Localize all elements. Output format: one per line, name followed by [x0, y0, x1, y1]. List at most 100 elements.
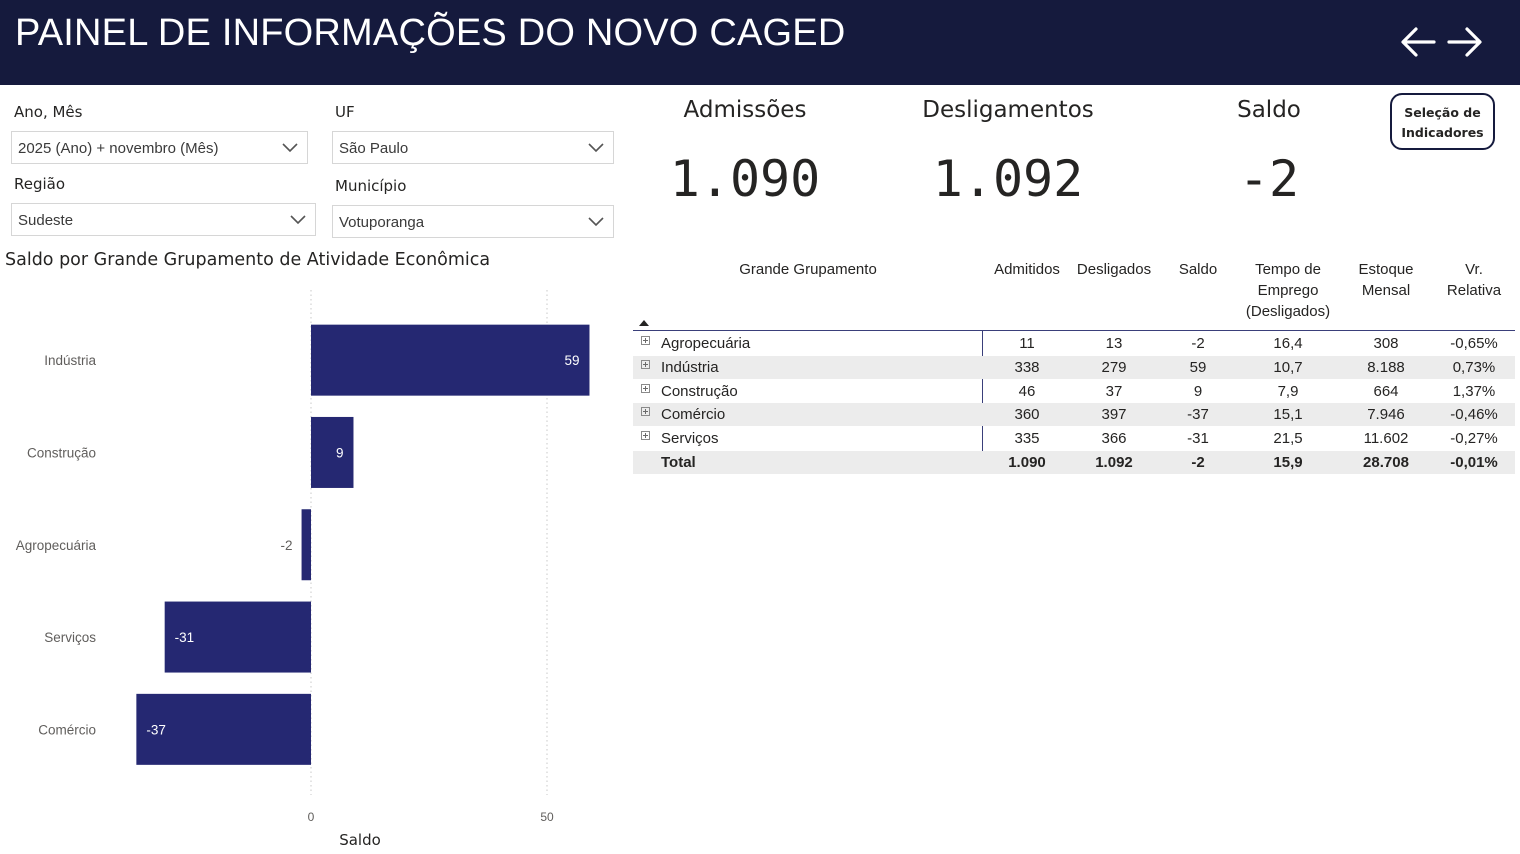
cell-grupamento: Indústria [661, 358, 719, 376]
bar [164, 601, 311, 673]
cell-desligados: 279 [1101, 358, 1127, 376]
header-estoque-line2: Mensal [1361, 282, 1411, 299]
uf-dropdown[interactable]: São Paulo [332, 131, 614, 164]
column-divider [982, 331, 983, 473]
x-tick-label: 0 [308, 810, 315, 824]
table-row[interactable]: Indústria 338 279 59 10,7 8.188 0,73% [633, 355, 1515, 379]
municipio-label: Município [335, 177, 407, 195]
y-category-label: Serviços [44, 630, 96, 645]
y-category-label: Construção [27, 445, 96, 460]
cell-tempo: 16,4 [1273, 335, 1303, 352]
sort-ascending-icon[interactable] [639, 320, 649, 326]
cell-estoque: 664 [1373, 382, 1399, 400]
cell-vr: -0,01% [1450, 454, 1498, 471]
table-row[interactable]: Serviços 335 366 -31 21,5 11.602 -0,27% [633, 427, 1515, 450]
bar [311, 324, 590, 396]
arrow-right-icon[interactable] [1443, 20, 1487, 64]
kpi-admissoes-label: Admissões [683, 97, 807, 123]
chevron-down-icon [588, 143, 604, 153]
selecao-indicadores-button[interactable]: Seleção de Indicadores [1390, 93, 1495, 150]
municipio-dropdown[interactable]: Votuporanga [332, 205, 614, 238]
municipio-value: Votuporanga [339, 214, 425, 231]
data-label: 9 [336, 445, 344, 460]
cell-saldo: -37 [1187, 406, 1209, 424]
cell-tempo: 7,9 [1277, 382, 1299, 400]
header-divider [633, 330, 1515, 331]
header-vr-line2: Relativa [1446, 282, 1502, 299]
header-admitidos[interactable]: Admitidos [994, 261, 1060, 278]
data-label: -2 [281, 538, 293, 553]
data-label: -31 [175, 630, 195, 645]
cell-saldo: 9 [1193, 382, 1203, 400]
expand-icon[interactable] [641, 431, 650, 441]
regiao-value: Sudeste [18, 212, 74, 229]
header-tempo-line3: (Desligados) [1245, 303, 1331, 320]
header-saldo[interactable]: Saldo [1178, 261, 1218, 278]
header-estoque[interactable]: Estoque Mensal [1345, 259, 1427, 301]
cell-grupamento: Agropecuária [661, 335, 751, 352]
kpi-desligamentos-label: Desligamentos [922, 97, 1094, 123]
cell-admitidos: 46 [1018, 382, 1036, 400]
header-estoque-line1: Estoque [1358, 261, 1414, 278]
cell-saldo: -2 [1191, 454, 1205, 471]
kpi-saldo-value: -2 [1238, 150, 1300, 208]
cell-estoque: 28.708 [1363, 454, 1409, 471]
expand-icon[interactable] [641, 359, 650, 369]
arrow-left-icon[interactable] [1396, 20, 1440, 64]
expand-icon[interactable] [641, 407, 650, 417]
cell-grupamento: Total [661, 454, 696, 471]
cell-saldo: -31 [1187, 430, 1209, 448]
table-row[interactable]: Comércio 360 397 -37 15,1 7.946 -0,46% [633, 403, 1515, 427]
y-category-label: Comércio [38, 722, 96, 737]
cell-desligados: 397 [1101, 406, 1127, 424]
cell-tempo: 10,7 [1273, 358, 1303, 376]
table-row[interactable]: Agropecuária 11 13 -2 16,4 308 -0,65% [633, 332, 1515, 355]
selecao-line1: Seleção de [1404, 105, 1481, 120]
header-grupamento[interactable]: Grande Grupamento [739, 261, 877, 278]
bar [311, 416, 354, 488]
cell-admitidos: 11 [1019, 335, 1035, 352]
y-category-label: Agropecuária [16, 538, 97, 553]
chevron-down-icon [282, 143, 298, 153]
cell-vr: -0,46% [1450, 406, 1498, 424]
header-vr-relativa[interactable]: Vr. Relativa [1437, 259, 1511, 301]
cell-saldo: -2 [1191, 335, 1205, 352]
x-axis-title: Saldo [339, 831, 381, 849]
expand-icon[interactable] [641, 383, 650, 393]
expand-icon[interactable] [641, 336, 650, 345]
regiao-label: Região [14, 175, 66, 193]
kpi-desligamentos-value: 1.092 [932, 150, 1084, 208]
cell-grupamento: Serviços [661, 430, 719, 448]
header-bar: PAINEL DE INFORMAÇÕES DO NOVO CAGED [0, 0, 1520, 85]
ano-mes-dropdown[interactable]: 2025 (Ano) + novembro (Mês) [11, 131, 308, 164]
regiao-dropdown[interactable]: Sudeste [11, 203, 316, 236]
cell-estoque: 8.188 [1367, 358, 1405, 376]
ano-mes-label: Ano, Mês [14, 103, 83, 121]
table-row[interactable]: Construção 46 37 9 7,9 664 1,37% [633, 380, 1515, 403]
cell-vr: 0,73% [1452, 358, 1496, 376]
header-tempo-emprego[interactable]: Tempo de Emprego (Desligados) [1233, 259, 1343, 322]
cell-grupamento: Comércio [661, 406, 726, 424]
uf-label: UF [335, 103, 355, 121]
cell-admitidos: 360 [1014, 406, 1040, 424]
cell-saldo: 59 [1189, 358, 1207, 376]
data-label: 59 [564, 353, 579, 368]
cell-vr: 1,37% [1452, 382, 1496, 400]
table-total-row: Total 1.090 1.092 -2 15,9 28.708 -0,01% [633, 451, 1515, 474]
chevron-down-icon [588, 217, 604, 227]
cell-admitidos: 338 [1014, 358, 1040, 376]
selecao-line2: Indicadores [1401, 125, 1484, 140]
header-desligados[interactable]: Desligados [1076, 261, 1152, 278]
bar [301, 509, 311, 581]
cell-desligados: 37 [1105, 382, 1123, 400]
cell-grupamento: Construção [661, 382, 738, 400]
y-category-label: Indústria [44, 353, 96, 368]
cell-estoque: 11.602 [1363, 430, 1409, 448]
x-tick-label: 50 [540, 810, 554, 824]
cell-tempo: 21,5 [1273, 430, 1303, 448]
cell-desligados: 366 [1101, 430, 1127, 448]
saldo-bar-chart: 0 50 Saldo Indústria 59 Construção 9 Agropecuár… [16, 290, 590, 849]
page-title: PAINEL DE INFORMAÇÕES DO NOVO CAGED [15, 12, 846, 54]
data-label: -37 [146, 722, 166, 737]
ano-mes-value: 2025 (Ano) + novembro (Mês) [18, 140, 219, 157]
